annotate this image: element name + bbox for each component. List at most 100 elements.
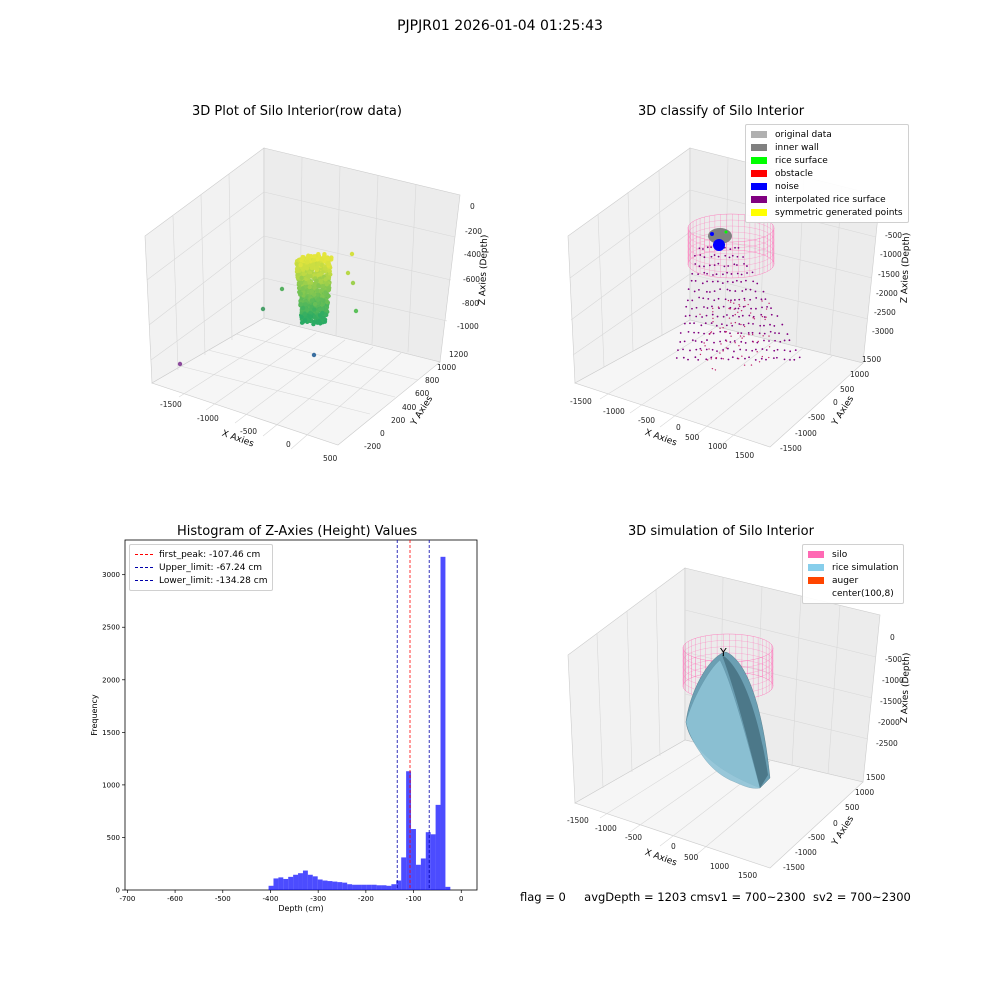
classify-interpolated-point: [712, 332, 715, 335]
raw-yticks: -200 0 200 400 600 800 1000 1200: [364, 350, 468, 451]
raw-point: [321, 255, 326, 261]
classify-legend-item: original data: [751, 128, 903, 141]
histogram-legend-item: first_peak: -107.46 cm: [135, 548, 267, 561]
raw-point: [302, 261, 308, 266]
classify-interpolated-point: [747, 332, 750, 334]
raw-point: [305, 263, 311, 269]
raw-point: [303, 301, 309, 306]
raw-point: [307, 306, 313, 312]
classify-legend-swatch: [751, 131, 767, 138]
raw-point: [304, 265, 310, 271]
raw-point: [296, 265, 301, 270]
classify-interpolated-point: [737, 246, 740, 249]
simulation-ytick: -1500: [783, 863, 805, 872]
raw-point: [322, 275, 327, 280]
raw-point: [319, 262, 324, 268]
classify-interpolated-point: [761, 348, 764, 350]
classify-symmetric-point: [733, 308, 736, 310]
classify-ytick: 1500: [862, 355, 881, 364]
raw-point: [296, 263, 301, 268]
raw-point: [304, 288, 310, 293]
raw-point: [320, 311, 325, 316]
raw-point: [311, 292, 317, 297]
classify-symmetric-point: [738, 305, 741, 308]
raw-point: [300, 300, 305, 306]
classify-interpolated-point: [793, 358, 796, 361]
classify-symmetric-point: [744, 305, 746, 307]
raw-point: [304, 293, 310, 299]
classify-interpolated-point: [773, 325, 776, 327]
raw-point: [298, 292, 303, 297]
histogram-bar: [322, 880, 328, 890]
raw-point: [297, 277, 302, 282]
raw-point: [309, 265, 315, 271]
classify-interpolated-point: [740, 280, 743, 283]
raw-point: [301, 262, 306, 268]
classify-interpolated-point: [746, 272, 748, 274]
raw-point: [300, 261, 306, 267]
raw-point: [319, 302, 325, 308]
raw-point: [324, 298, 329, 303]
raw-point: [296, 271, 301, 277]
simulation-legend-swatch: [808, 577, 824, 584]
raw-point: [323, 290, 328, 295]
raw-point: [300, 254, 305, 260]
raw-point: [312, 307, 317, 312]
simulation-center-marker: Y: [719, 646, 727, 659]
raw-point: [298, 277, 303, 282]
raw-point: [311, 254, 317, 259]
raw-point: [309, 297, 315, 302]
raw-point: [322, 251, 327, 257]
raw-point: [316, 297, 321, 302]
raw-point: [305, 293, 311, 299]
raw-point: [299, 299, 305, 304]
raw-point: [315, 292, 320, 297]
raw-point: [313, 300, 319, 305]
raw-point: [324, 294, 329, 300]
classify-interpolated-point: [682, 348, 684, 351]
classify-interpolated-point: [711, 280, 714, 283]
raw-point: [325, 294, 330, 300]
classify-symmetric-point: [765, 308, 768, 310]
raw-point: [316, 300, 322, 306]
raw-point: [321, 263, 326, 269]
classify-top-cluster: [708, 228, 732, 251]
raw-point: [306, 257, 312, 263]
classify-symmetric-point: [703, 342, 705, 344]
raw-point: [317, 293, 323, 298]
raw-ztick: 0: [470, 202, 475, 211]
raw-point: [305, 255, 310, 261]
raw-point: [325, 287, 330, 292]
raw-point: [311, 287, 316, 292]
raw-point: [305, 315, 310, 321]
raw-point: [314, 311, 319, 316]
raw-point: [326, 277, 331, 283]
raw-point: [323, 277, 328, 282]
raw-point: [315, 304, 321, 310]
raw-ytick: 600: [415, 389, 430, 398]
raw-point: [298, 267, 303, 272]
raw-ztick: -200: [465, 227, 482, 236]
raw-point: [303, 309, 309, 314]
raw-point: [311, 262, 316, 267]
raw-point: [295, 262, 300, 268]
histogram-bar: [268, 885, 274, 890]
raw-point: [322, 294, 327, 299]
raw-point: [317, 264, 323, 270]
raw-point: [319, 307, 325, 313]
raw-point: [319, 257, 325, 262]
silo-ring: [687, 231, 775, 261]
classify-ytick: -500: [808, 413, 825, 422]
classify-interpolated-point: [716, 315, 719, 318]
classify-interpolated-point: [752, 315, 755, 318]
raw-point: [294, 261, 300, 266]
raw-outlier-point: [311, 352, 317, 358]
raw-point: [298, 312, 304, 318]
classify-interpolated-point: [770, 313, 773, 316]
classify-interpolated-point: [751, 331, 754, 334]
raw-point: [322, 253, 327, 258]
classify-symmetric-point: [722, 358, 724, 360]
histogram-bar: [435, 804, 441, 890]
raw-point: [323, 307, 328, 312]
raw-point: [321, 313, 327, 318]
